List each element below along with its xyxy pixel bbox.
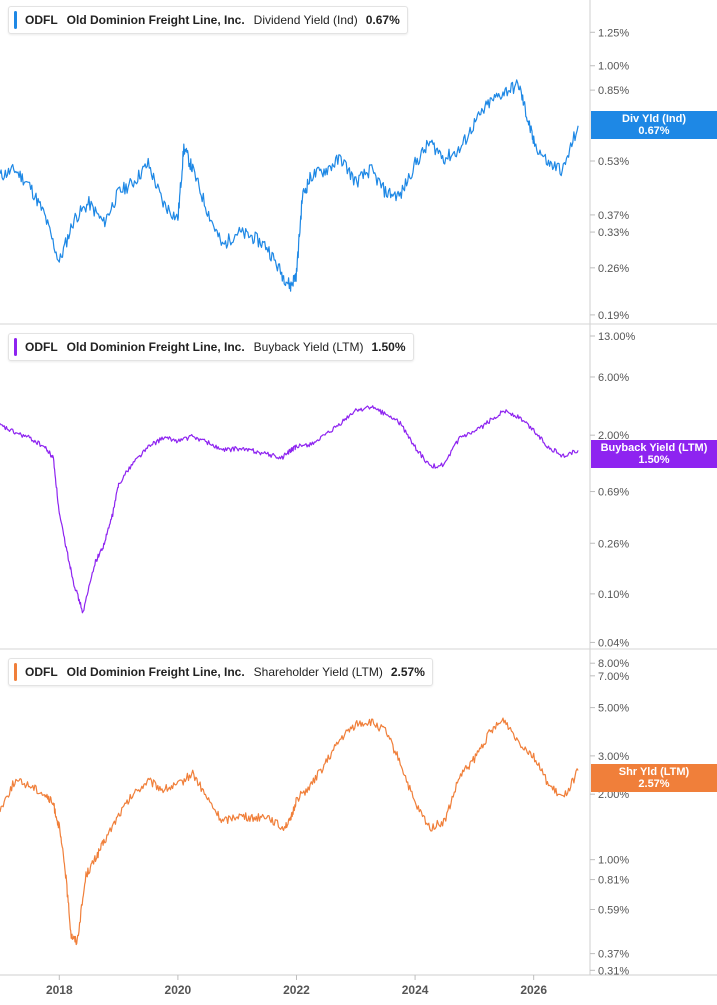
value-tag-buyback: Buyback Yield (LTM) 1.50% [591, 440, 717, 468]
y-tick-label: 0.81% [598, 875, 629, 887]
y-tick-label: 1.00% [598, 855, 629, 867]
series-line-shareholder [0, 717, 579, 946]
x-tick-label: 2024 [402, 983, 429, 997]
y-tick-label: 0.26% [598, 538, 629, 550]
metric-value: 0.67% [365, 13, 400, 27]
metric-value: 2.57% [390, 665, 425, 679]
y-tick-label: 0.53% [598, 156, 629, 168]
value-tag-dividend: Div Yld (Ind) 0.67% [591, 111, 717, 139]
y-tick-label: 0.31% [598, 965, 629, 977]
y-tick-label: 1.25% [598, 27, 629, 39]
y-tick-label: 8.00% [598, 658, 629, 670]
tag-label: Shr Yld (LTM) [618, 766, 690, 778]
company-name: Old Dominion Freight Line, Inc. [66, 665, 245, 679]
metric-value: 1.50% [371, 340, 406, 354]
y-tick-label: 0.69% [598, 487, 629, 499]
ticker: ODFL [25, 665, 58, 679]
company-name: Old Dominion Freight Line, Inc. [66, 13, 245, 27]
x-tick-label: 2026 [520, 983, 547, 997]
tag-label: Buyback Yield (LTM) [600, 442, 708, 454]
tag-value: 1.50% [638, 454, 670, 466]
legend-shareholder: ODFL Old Dominion Freight Line, Inc. Sha… [8, 658, 433, 686]
legend-dividend: ODFL Old Dominion Freight Line, Inc. Div… [8, 6, 408, 34]
y-tick-label: 0.37% [598, 210, 629, 222]
series-color-swatch [14, 338, 17, 356]
tag-value: 0.67% [638, 125, 670, 137]
ticker: ODFL [25, 13, 58, 27]
y-tick-label: 0.19% [598, 310, 629, 322]
y-tick-label: 3.00% [598, 751, 629, 763]
y-tick-label: 13.00% [598, 331, 636, 343]
metric-name: Buyback Yield (LTM) [253, 340, 364, 354]
value-tag-shareholder: Shr Yld (LTM) 2.57% [591, 764, 717, 792]
y-tick-label: 0.04% [598, 637, 629, 649]
y-tick-label: 0.59% [598, 905, 629, 917]
x-tick-label: 2020 [165, 983, 192, 997]
y-tick-label: 5.00% [598, 703, 629, 715]
series-line-buyback [0, 405, 579, 614]
tag-value: 2.57% [638, 778, 670, 790]
metric-name: Dividend Yield (Ind) [253, 13, 358, 27]
y-tick-label: 1.00% [598, 61, 629, 73]
ticker: ODFL [25, 340, 58, 354]
tag-label: Div Yld (Ind) [622, 113, 686, 125]
y-tick-label: 0.85% [598, 85, 629, 97]
y-tick-label: 7.00% [598, 671, 629, 683]
x-tick-label: 2022 [283, 983, 310, 997]
y-tick-label: 2.00% [598, 430, 629, 442]
y-tick-label: 0.33% [598, 227, 629, 239]
y-tick-label: 0.10% [598, 589, 629, 601]
y-tick-label: 2.00% [598, 789, 629, 801]
series-color-swatch [14, 11, 17, 29]
metric-name: Shareholder Yield (LTM) [253, 665, 383, 679]
legend-buyback: ODFL Old Dominion Freight Line, Inc. Buy… [8, 333, 414, 361]
y-tick-label: 0.26% [598, 263, 629, 275]
y-tick-label: 0.37% [598, 949, 629, 961]
series-line-dividend [0, 79, 579, 292]
company-name: Old Dominion Freight Line, Inc. [66, 340, 245, 354]
series-color-swatch [14, 663, 17, 681]
y-tick-label: 6.00% [598, 372, 629, 384]
x-tick-label: 2018 [46, 983, 73, 997]
